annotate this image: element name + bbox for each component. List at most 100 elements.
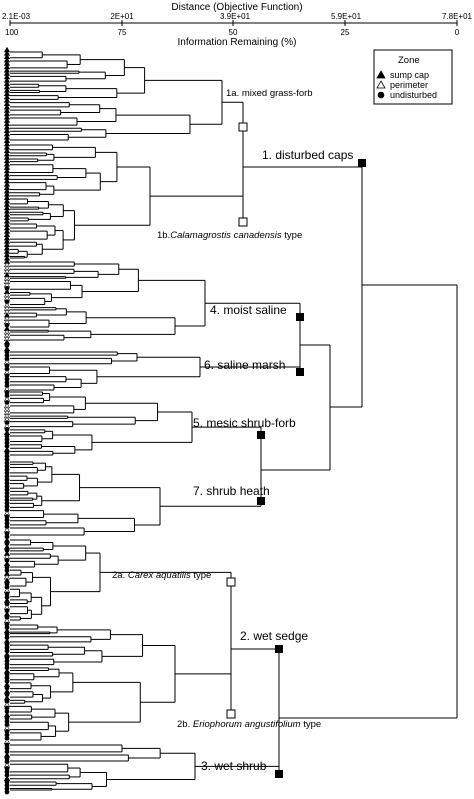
group-2b-prefix: 2b. xyxy=(177,719,193,730)
leaf-circle-filled-icon xyxy=(4,497,10,503)
leaf-circle-filled-icon xyxy=(4,484,10,489)
leaf-circle-filled-icon xyxy=(4,615,10,620)
leaf-circle-filled-icon xyxy=(4,749,10,755)
top-axis-title: Distance (Objective Function) xyxy=(171,2,302,13)
leaf-circle-filled-icon xyxy=(4,685,10,691)
leaf-circle-filled-icon xyxy=(4,786,10,792)
leaf-circle-filled-icon xyxy=(4,772,10,778)
leaf-circle-filled-icon xyxy=(4,675,10,681)
group-1b-prefix: 1b. xyxy=(157,230,170,241)
leaf-circle-filled-icon xyxy=(4,621,10,627)
leaf-circle-filled-icon xyxy=(4,390,10,395)
leaf-circle-filled-icon xyxy=(4,709,10,714)
node-2b-open-square-icon xyxy=(226,709,236,719)
leaf-circle-filled-icon xyxy=(4,581,10,587)
leaf-circle-filled-icon xyxy=(4,517,10,523)
node-4-filled-square-icon xyxy=(296,313,304,321)
leaf-circle-filled-icon xyxy=(4,507,10,513)
leaf-circle-filled-icon xyxy=(4,766,10,771)
top-tick-label: 2.1E-03 xyxy=(2,12,31,21)
leaf-circle-filled-icon xyxy=(4,343,10,348)
top-tick-label: 2E+01 xyxy=(110,12,134,21)
node-1b-open-square-icon xyxy=(238,217,248,227)
group-2a-label: 2a. Carex aquatilis type xyxy=(112,570,211,581)
group-2b-label: 2b. Eriophorum angustifolium type xyxy=(177,719,321,730)
leaf-circle-filled-icon xyxy=(4,514,10,520)
leaf-circle-filled-icon xyxy=(4,641,10,647)
group-6-label: 6. saline marsh xyxy=(204,358,285,372)
leaf-circle-filled-icon xyxy=(4,426,10,432)
leaf-circle-filled-icon xyxy=(4,541,10,546)
leaf-circle-filled-icon xyxy=(4,608,10,614)
legend-label: undisturbed xyxy=(390,90,437,100)
group-1b-label: 1b.Calamagrostis canadensis type xyxy=(157,230,302,241)
leaf-circle-filled-icon xyxy=(4,487,10,493)
group-1b-suffix: type xyxy=(282,230,303,241)
leaf-circle-filled-icon xyxy=(4,631,10,637)
leaf-circle-filled-icon xyxy=(4,547,10,553)
leaf-circle-filled-icon xyxy=(4,658,10,664)
legend-title: Zone xyxy=(398,55,420,66)
node-2-filled-square-icon xyxy=(275,645,283,653)
group-2b-suffix: type xyxy=(301,719,322,730)
leaf-circle-filled-icon xyxy=(4,524,10,530)
legend-label: perimeter xyxy=(390,80,428,90)
leaf-circle-filled-icon xyxy=(4,470,10,476)
bottom-axis-title: Information Remaining (%) xyxy=(178,37,297,48)
leaf-circle-filled-icon xyxy=(4,769,10,775)
leaf-circle-filled-icon xyxy=(4,373,10,379)
leaf-circle-filled-icon xyxy=(4,366,10,372)
leaf-circle-filled-icon xyxy=(4,625,10,630)
leaf-circle-filled-icon xyxy=(4,645,10,651)
node-7-filled-square-icon xyxy=(257,497,265,505)
leaf-circle-filled-icon xyxy=(4,353,10,358)
leaf-circle-filled-icon xyxy=(4,594,10,600)
bottom-axis-ticks: 100 75 50 25 0 xyxy=(5,28,460,37)
group-labels: 1a. mixed grass-forb 1b.Calamagrostis ca… xyxy=(112,88,353,773)
group-1-label: 1. disturbed caps xyxy=(262,148,353,162)
leaf-circle-filled-icon xyxy=(4,557,10,563)
leaf-circle-filled-icon xyxy=(4,500,10,506)
leaf-circle-filled-icon xyxy=(4,648,10,654)
leaf-circle-filled-icon xyxy=(4,490,10,496)
leaf-circle-filled-icon xyxy=(4,705,10,711)
leaf-circle-filled-icon xyxy=(4,393,10,399)
leaf-circle-filled-icon xyxy=(4,349,10,355)
leaf-circle-filled-icon xyxy=(4,782,10,788)
top-axis: Distance (Objective Function) 2.1E-03 2E… xyxy=(2,2,473,48)
leaf-circle-filled-icon xyxy=(4,591,10,597)
leaf-circle-filled-icon xyxy=(4,379,10,385)
top-tick-label: 7.8E+01 xyxy=(442,12,473,21)
leaf-circle-filled-icon xyxy=(4,433,10,439)
leaf-circle-filled-icon xyxy=(4,363,10,369)
leaf-circle-filled-icon xyxy=(4,662,10,667)
leaf-circle-filled-icon xyxy=(4,719,10,724)
group-1b-taxon: Calamagrostis canadensis xyxy=(170,230,282,241)
dendrogram-branches xyxy=(10,51,458,791)
legend-triangle-filled-icon xyxy=(376,70,386,79)
leaf-circle-filled-icon xyxy=(4,692,10,698)
node-5-filled-square-icon xyxy=(257,431,265,439)
bottom-tick-label: 50 xyxy=(229,28,238,37)
leaf-circle-filled-icon xyxy=(4,453,10,459)
leaf-circle-filled-icon xyxy=(4,584,10,590)
legend: Zone sump cap perimeter undisturbed xyxy=(373,49,453,105)
leaf-circle-filled-icon xyxy=(4,299,10,305)
group-2a-taxon: Carex aquatilis xyxy=(128,570,191,581)
leaf-circle-filled-icon xyxy=(4,698,10,704)
leaf-circle-filled-icon xyxy=(4,745,10,751)
leaf-circle-filled-icon xyxy=(4,789,10,795)
legend-label: sump cap xyxy=(390,70,429,80)
leaf-circle-filled-icon xyxy=(4,494,10,499)
leaf-circle-filled-icon xyxy=(4,400,10,405)
leaf-circle-filled-icon xyxy=(4,460,10,466)
leaf-circle-filled-icon xyxy=(4,665,10,671)
leaf-circle-filled-icon xyxy=(4,655,10,661)
leaf-circle-filled-icon xyxy=(4,420,10,426)
legend-triangle-open-icon xyxy=(376,80,386,89)
leaf-circle-filled-icon xyxy=(4,759,10,765)
group-2a-suffix: type xyxy=(191,570,212,581)
leaf-circle-filled-icon xyxy=(4,443,10,449)
bottom-tick-label: 25 xyxy=(341,28,350,37)
